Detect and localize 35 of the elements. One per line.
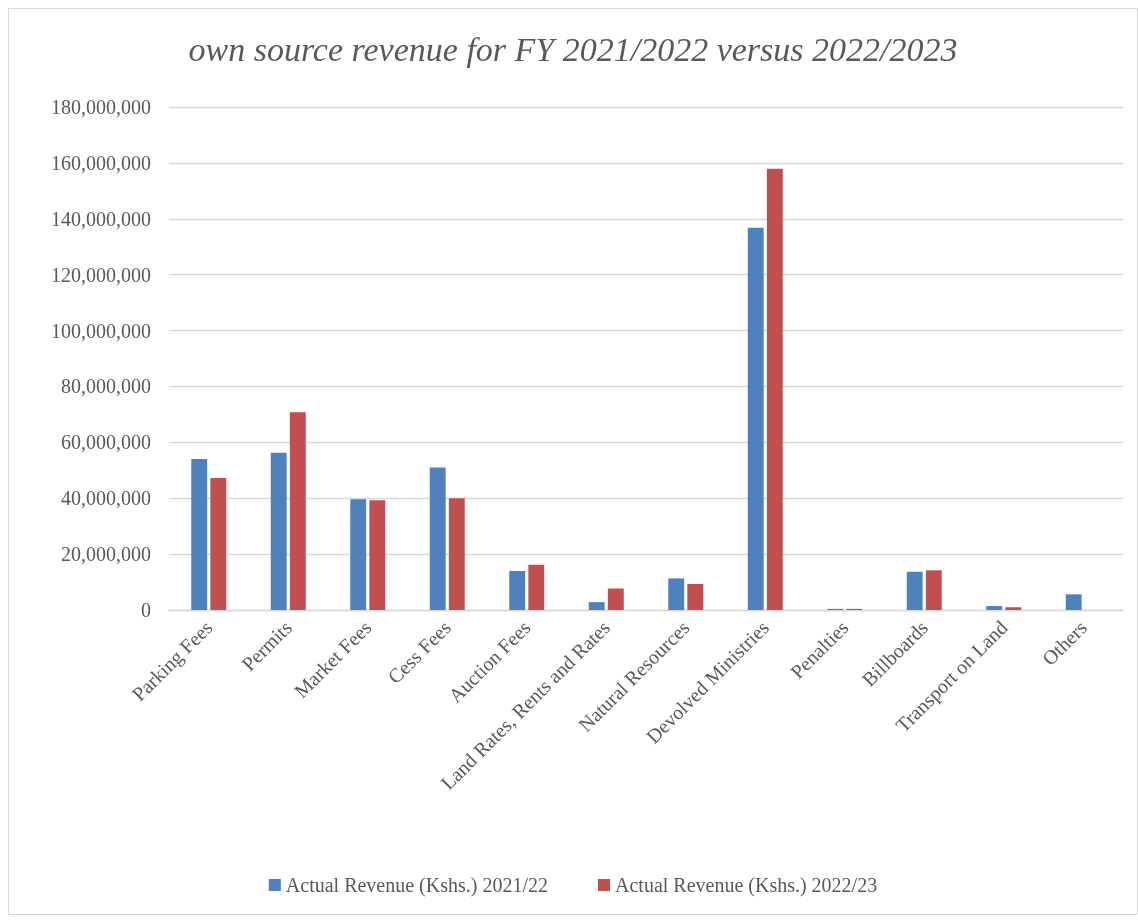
y-tick-label: 40,000,000 xyxy=(61,487,151,510)
bar xyxy=(747,227,764,610)
y-tick-label: 140,000,000 xyxy=(51,207,151,230)
bar xyxy=(687,584,704,610)
chart-title: own source revenue for FY 2021/2022 versus 2022/2023 xyxy=(188,30,958,68)
y-tick-label: 160,000,000 xyxy=(51,151,151,174)
bar xyxy=(429,467,446,610)
bar xyxy=(986,606,1003,610)
bar xyxy=(369,500,386,610)
bar xyxy=(270,452,287,610)
bar xyxy=(906,571,923,610)
bar xyxy=(607,588,624,610)
bar xyxy=(1005,607,1022,610)
x-tick-label: Cess Fees xyxy=(383,616,456,688)
y-tick-label: 20,000,000 xyxy=(61,543,151,566)
bar xyxy=(588,602,605,610)
bar xyxy=(350,499,367,610)
bar xyxy=(509,570,526,610)
bar xyxy=(191,459,208,610)
bar xyxy=(925,570,942,610)
y-tick-label: 180,000,000 xyxy=(51,96,151,118)
y-tick-label: 60,000,000 xyxy=(61,431,151,454)
y-tick-label: 80,000,000 xyxy=(61,375,151,398)
bar xyxy=(210,478,227,610)
y-tick-label: 0 xyxy=(141,599,151,621)
bar xyxy=(528,564,545,610)
legend-label: Actual Revenue (Kshs.) 2021/22 xyxy=(285,874,548,897)
bar xyxy=(289,412,306,610)
bar xyxy=(1065,594,1082,610)
legend-label: Actual Revenue (Kshs.) 2022/23 xyxy=(615,874,878,897)
y-tick-label: 120,000,000 xyxy=(51,263,151,286)
bar xyxy=(766,168,783,610)
bar xyxy=(448,498,465,610)
bar xyxy=(668,578,685,610)
y-tick-label: 100,000,000 xyxy=(51,319,151,342)
